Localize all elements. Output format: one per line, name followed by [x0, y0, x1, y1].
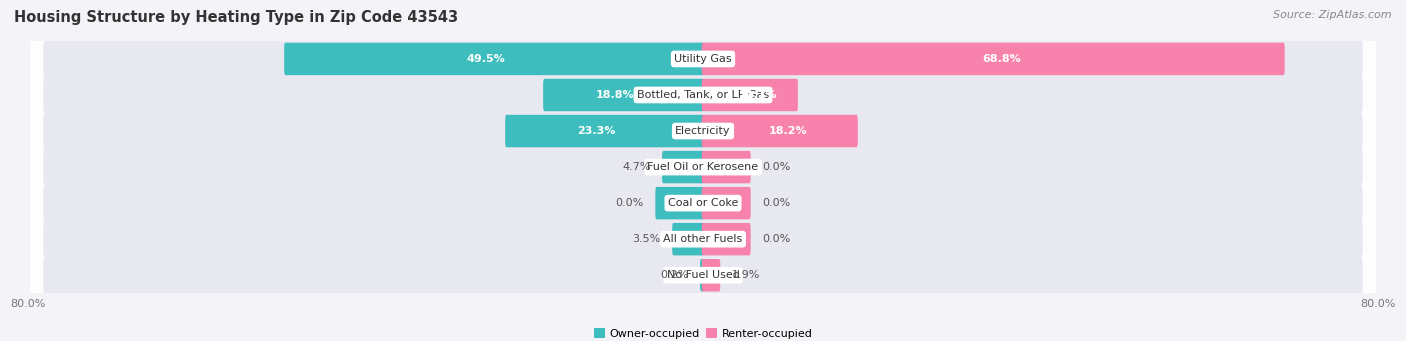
FancyBboxPatch shape — [505, 115, 704, 147]
FancyBboxPatch shape — [31, 216, 1375, 262]
FancyBboxPatch shape — [662, 151, 704, 183]
FancyBboxPatch shape — [31, 72, 1375, 118]
Text: 0.2%: 0.2% — [661, 270, 689, 280]
Text: 0.0%: 0.0% — [762, 234, 790, 244]
Text: 49.5%: 49.5% — [467, 54, 505, 64]
FancyBboxPatch shape — [543, 79, 704, 111]
FancyBboxPatch shape — [44, 221, 1362, 257]
FancyBboxPatch shape — [702, 259, 720, 292]
Text: Housing Structure by Heating Type in Zip Code 43543: Housing Structure by Heating Type in Zip… — [14, 10, 458, 25]
FancyBboxPatch shape — [672, 223, 704, 255]
FancyBboxPatch shape — [31, 252, 1375, 298]
Text: 4.7%: 4.7% — [623, 162, 651, 172]
FancyBboxPatch shape — [44, 149, 1362, 185]
FancyBboxPatch shape — [31, 36, 1375, 82]
Text: Source: ZipAtlas.com: Source: ZipAtlas.com — [1274, 10, 1392, 20]
Text: 18.8%: 18.8% — [596, 90, 634, 100]
Text: 0.0%: 0.0% — [762, 198, 790, 208]
Text: 3.5%: 3.5% — [633, 234, 661, 244]
FancyBboxPatch shape — [702, 151, 751, 183]
Text: All other Fuels: All other Fuels — [664, 234, 742, 244]
Text: Fuel Oil or Kerosene: Fuel Oil or Kerosene — [647, 162, 759, 172]
Text: 0.0%: 0.0% — [762, 162, 790, 172]
Text: 68.8%: 68.8% — [983, 54, 1021, 64]
Text: Electricity: Electricity — [675, 126, 731, 136]
Text: Coal or Coke: Coal or Coke — [668, 198, 738, 208]
Text: Bottled, Tank, or LP Gas: Bottled, Tank, or LP Gas — [637, 90, 769, 100]
FancyBboxPatch shape — [702, 187, 751, 219]
FancyBboxPatch shape — [44, 185, 1362, 221]
Text: No Fuel Used: No Fuel Used — [666, 270, 740, 280]
FancyBboxPatch shape — [284, 43, 704, 75]
FancyBboxPatch shape — [44, 41, 1362, 77]
FancyBboxPatch shape — [702, 43, 1285, 75]
FancyBboxPatch shape — [31, 180, 1375, 226]
FancyBboxPatch shape — [44, 77, 1362, 113]
Text: 1.9%: 1.9% — [731, 270, 761, 280]
FancyBboxPatch shape — [44, 113, 1362, 149]
Text: 18.2%: 18.2% — [769, 126, 807, 136]
Legend: Owner-occupied, Renter-occupied: Owner-occupied, Renter-occupied — [589, 324, 817, 341]
FancyBboxPatch shape — [702, 223, 751, 255]
Text: 11.1%: 11.1% — [740, 90, 778, 100]
Text: 23.3%: 23.3% — [576, 126, 616, 136]
FancyBboxPatch shape — [702, 115, 858, 147]
FancyBboxPatch shape — [655, 187, 704, 219]
Text: Utility Gas: Utility Gas — [675, 54, 731, 64]
Text: 0.0%: 0.0% — [616, 198, 644, 208]
FancyBboxPatch shape — [31, 108, 1375, 154]
FancyBboxPatch shape — [31, 144, 1375, 190]
FancyBboxPatch shape — [700, 259, 704, 292]
FancyBboxPatch shape — [702, 79, 799, 111]
FancyBboxPatch shape — [44, 257, 1362, 293]
